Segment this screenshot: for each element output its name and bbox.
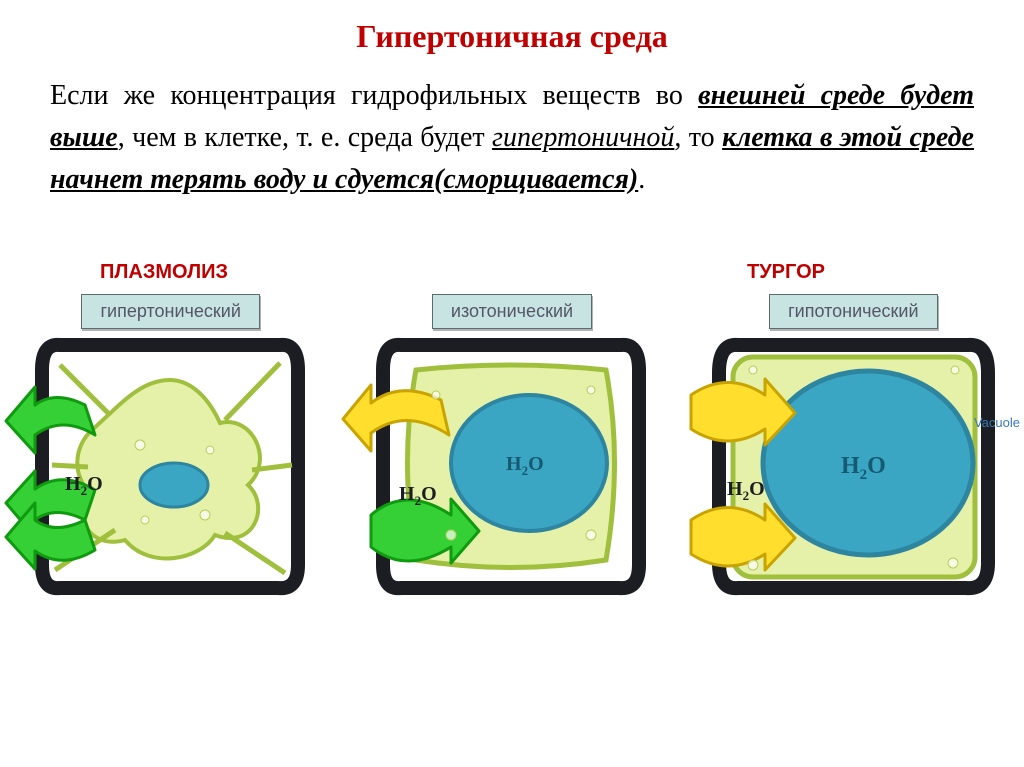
label-turgor: ТУРГОР: [747, 261, 984, 284]
p-seg3: , чем в клетке, т. е. среда будет: [118, 122, 492, 153]
vacuole-label: Vacuole: [974, 415, 1020, 430]
body-paragraph: Если же концентрация гидрофильных вещест…: [50, 75, 974, 201]
panel-title-hypertonic: гипертонический: [81, 294, 259, 329]
page-title: Гипертоничная среда: [0, 18, 1024, 55]
diagram-row: гипертонический: [0, 294, 1024, 614]
label-plasmolysis: ПЛАЗМОЛИЗ: [100, 261, 337, 284]
p-seg4: гипертоничной: [492, 122, 674, 153]
cell-hypertonic: H2O: [0, 335, 341, 614]
panel-hypotonic: гипотонический H2O: [683, 294, 1024, 614]
p-seg5: , то: [674, 122, 722, 153]
panel-title-hypotonic: гипотонический: [769, 294, 937, 329]
p-seg1: Если же концентрация гидрофильных вещест…: [50, 80, 698, 111]
slide: Гипертоничная среда Если же концентрация…: [0, 0, 1024, 767]
upper-labels-row: ПЛАЗМОЛИЗ ТУРГОР: [0, 261, 1024, 284]
vacuole-small-icon: [140, 463, 208, 507]
panel-hypertonic: гипертонический: [0, 294, 341, 614]
cell-isotonic: H2O H2O: [341, 335, 682, 614]
p-seg7: .: [638, 164, 645, 195]
cell-hypotonic: H2O H2O Vacuole: [683, 335, 1024, 614]
panel-isotonic: изотонический H2O: [341, 294, 682, 614]
panel-title-isotonic: изотонический: [432, 294, 592, 329]
